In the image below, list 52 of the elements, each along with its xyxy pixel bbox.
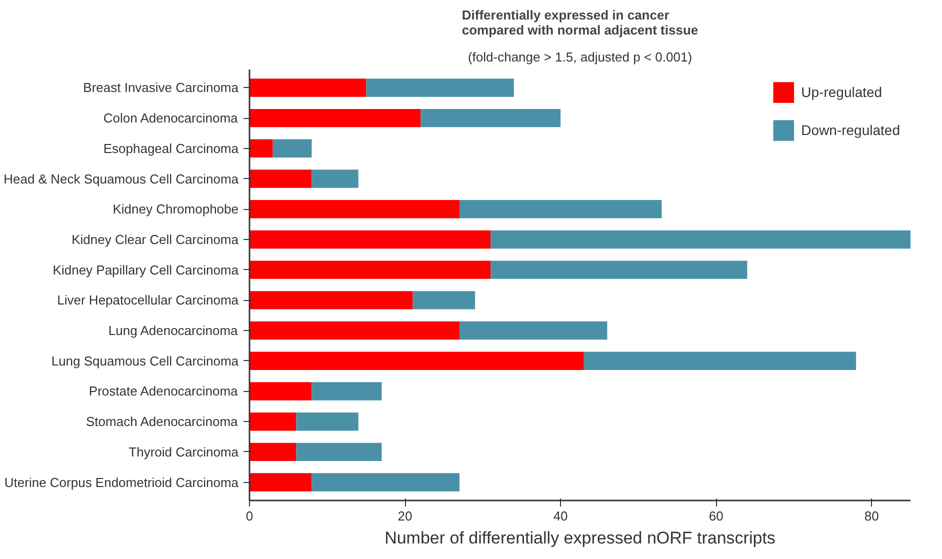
y-tick-label: Lung Squamous Cell Carcinoma	[51, 353, 240, 368]
bar	[250, 139, 273, 158]
bar	[296, 442, 382, 462]
y-tick-label: Esophageal Carcinoma	[103, 140, 240, 156]
y-tick-label: Stomach Adenocarcinoma	[86, 414, 239, 430]
bar	[250, 473, 312, 492]
bar	[272, 139, 312, 158]
y-tick-label: Kidney Papillary Cell Carcinoma	[52, 262, 240, 278]
bar	[250, 291, 413, 310]
y-tick-label: Uterine Corpus Endometrioid Carcinoma	[4, 474, 240, 490]
bar	[312, 382, 382, 400]
bar	[250, 170, 312, 188]
bar	[459, 321, 608, 340]
bar	[250, 382, 312, 400]
bar	[490, 230, 910, 249]
bar	[296, 412, 358, 431]
chart-title: Differentially expressed in cancer compared with normal adjacent tissue	[462, 8, 698, 38]
bar	[250, 352, 584, 370]
bar	[250, 108, 421, 128]
bar	[584, 352, 856, 370]
x-tick-label: 20	[398, 508, 412, 524]
bar	[250, 200, 460, 218]
bar	[490, 260, 748, 279]
bar	[250, 230, 491, 249]
chart-subtitle: (fold-change > 1.5, adjusted p < 0.001)	[468, 50, 692, 64]
bar	[250, 412, 296, 431]
bar	[250, 442, 296, 462]
y-tick-label: Head & Neck Squamous Cell Carcinoma	[4, 171, 240, 186]
x-tick-label: 80	[864, 508, 879, 524]
bar	[366, 78, 514, 97]
bar	[459, 200, 662, 218]
x-tick-label: 0	[246, 508, 254, 524]
bar	[312, 170, 358, 188]
y-tick-label: Colon Adenocarcinoma	[103, 110, 239, 126]
bar	[420, 108, 561, 128]
bar	[250, 260, 491, 279]
bar	[250, 321, 460, 340]
y-tick-label: Lung Adenocarcinoma	[108, 323, 239, 338]
legend-label: Up-regulated	[801, 84, 882, 100]
x-axis-title: Number of differentially expressed nORF transcripts	[384, 528, 776, 548]
y-tick-label: Kidney Clear Cell Carcinoma	[72, 232, 240, 247]
bar	[312, 473, 460, 492]
y-tick-label: Kidney Chromophobe	[112, 202, 239, 217]
legend-label: Down-regulated	[801, 122, 900, 138]
y-tick-label: Liver Hepatocellular Carcinoma	[57, 292, 240, 308]
bar	[250, 78, 366, 97]
y-tick-label: Breast Invasive Carcinoma	[83, 80, 240, 96]
y-tick-label: Thyroid Carcinoma	[128, 444, 240, 460]
x-tick-label: 60	[708, 508, 724, 524]
x-tick-label: 40	[553, 508, 568, 524]
y-tick-label: Prostate Adenocarcinoma	[88, 384, 239, 399]
bar	[412, 291, 476, 310]
